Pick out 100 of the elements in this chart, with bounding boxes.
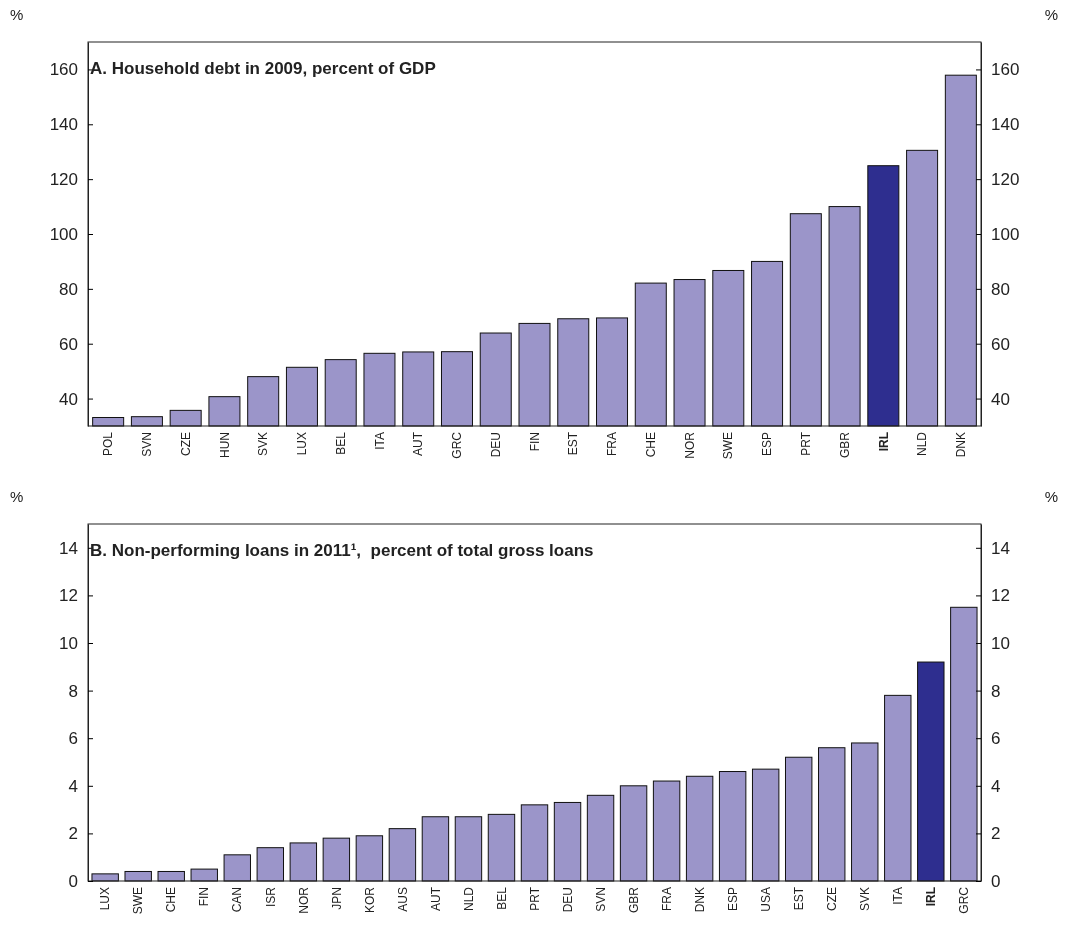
y-tick-label: 40	[59, 389, 78, 409]
bar	[355, 835, 384, 882]
x-tick-label: SVN	[140, 432, 155, 457]
x-tick-label: HUN	[217, 432, 232, 458]
bar	[421, 816, 450, 882]
y2-tick-label: 6	[991, 729, 1001, 749]
y-axis-title: %	[10, 6, 24, 23]
x-tick-label: NOR	[296, 886, 311, 914]
y-axis-title: %	[10, 488, 24, 505]
x-tick-label: GRC	[450, 431, 465, 459]
bar	[553, 801, 582, 882]
x-tick-label: DNK	[692, 887, 707, 913]
bar	[520, 804, 549, 882]
x-tick-label: CHE	[164, 887, 179, 913]
bar	[619, 785, 648, 882]
x-tick-label: SVK	[857, 887, 872, 912]
y-tick-label: 8	[68, 681, 78, 701]
bar	[190, 868, 218, 882]
x-tick-label: GRC	[957, 886, 972, 914]
bar	[157, 870, 185, 882]
x-tick-label: PRT	[527, 886, 542, 911]
y-tick-label: 160	[49, 60, 78, 80]
y2-tick-label: 10	[991, 633, 1010, 653]
y-tick-label: 10	[59, 633, 78, 653]
bar	[818, 747, 846, 882]
x-tick-label: POL	[101, 431, 116, 457]
x-tick-label: USA	[758, 887, 773, 912]
y-tick-label: 100	[49, 224, 78, 244]
x-tick-label: PRT	[799, 431, 814, 456]
y-tick-label: 2	[68, 824, 78, 844]
y2-tick-label: 14	[991, 538, 1010, 558]
bar	[784, 756, 813, 882]
bar	[256, 847, 285, 882]
x-tick-label: SWE	[131, 887, 146, 915]
bar	[223, 854, 251, 882]
y2-axis-title: %	[1044, 488, 1058, 505]
bar	[884, 694, 912, 882]
bar	[586, 794, 615, 882]
y-tick-label: 6	[68, 729, 78, 749]
y2-tick-label: 8	[991, 681, 1001, 701]
x-tick-label: NLD	[915, 431, 930, 457]
bar	[751, 768, 780, 882]
x-tick-label: AUT	[411, 431, 426, 456]
x-tick-label: IRL	[876, 432, 891, 452]
x-tick-label: IRL	[924, 887, 938, 907]
x-tick-label: DNK	[954, 432, 969, 458]
bar	[652, 780, 681, 882]
x-tick-label: DEU	[560, 887, 575, 913]
x-tick-label: ITA	[372, 432, 387, 450]
bar	[289, 842, 318, 882]
x-tick-label: BEL	[494, 886, 509, 910]
bar	[388, 828, 417, 882]
x-tick-label: ESP	[760, 432, 775, 457]
x-tick-label: NOR	[682, 431, 697, 459]
y-tick-label: 80	[59, 279, 78, 299]
y2-tick-label: 40	[991, 389, 1010, 409]
y2-tick-label: 100	[991, 224, 1020, 244]
bar	[91, 873, 119, 882]
x-tick-label: KOR	[362, 886, 377, 914]
x-tick-label: EST	[791, 886, 806, 911]
y-tick-label: 140	[49, 115, 78, 135]
x-tick-label: FIN	[527, 432, 542, 452]
x-tick-label: AUT	[428, 886, 443, 911]
x-tick-label: ISR	[263, 886, 278, 908]
x-tick-label: AUS	[395, 887, 410, 912]
x-tick-label: GBR	[626, 886, 641, 914]
x-tick-label: SWE	[721, 432, 736, 460]
y-tick-label: 60	[59, 334, 78, 354]
y2-tick-label: 60	[991, 334, 1010, 354]
text: A. Household debt in 2009, percent of GDP	[90, 59, 436, 78]
x-tick-label: SVN	[593, 887, 608, 912]
x-tick-label: ESP	[725, 887, 740, 912]
y2-tick-label: 4	[991, 776, 1001, 796]
bar	[917, 661, 945, 882]
x-tick-label: GBR	[837, 431, 852, 459]
x-tick-label: CZE	[824, 887, 839, 911]
text: B. Non-performing loans in 2011¹, percent of total gross loans	[90, 541, 594, 560]
y2-tick-label: 2	[991, 824, 1001, 844]
x-tick-label: DEU	[488, 432, 503, 458]
y-tick-label: 14	[59, 538, 78, 558]
y-tick-label: 120	[49, 170, 78, 190]
y2-tick-label: 0	[991, 871, 1001, 891]
x-tick-label: JPN	[329, 887, 344, 910]
x-tick-label: LUX	[295, 432, 310, 456]
y2-tick-label: 160	[991, 60, 1020, 80]
bar	[950, 606, 978, 882]
bar	[685, 775, 714, 882]
bar	[851, 742, 879, 882]
bar	[124, 870, 152, 882]
bar	[487, 813, 516, 882]
x-tick-label: BEL	[333, 431, 348, 455]
x-tick-label: ITA	[890, 887, 905, 905]
x-tick-label: CAN	[230, 887, 245, 913]
y-tick-label: 4	[68, 776, 78, 796]
y2-tick-label: 12	[991, 586, 1010, 606]
x-tick-label: CZE	[178, 432, 193, 456]
y2-tick-label: 140	[991, 115, 1020, 135]
x-tick-label: FIN	[197, 887, 212, 907]
y2-tick-label: 80	[991, 279, 1010, 299]
x-tick-label: FRA	[605, 432, 620, 456]
